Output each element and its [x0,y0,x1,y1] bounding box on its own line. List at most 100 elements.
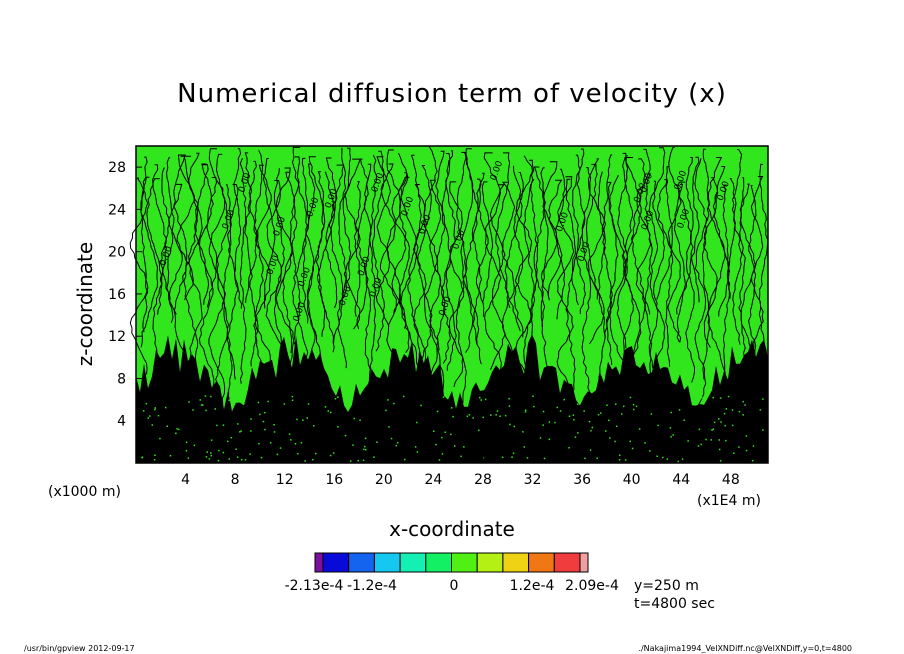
speckle-61 [350,460,352,462]
speckle-15 [390,437,393,440]
speckle-14 [577,432,579,434]
contour-line-65 [471,178,483,365]
speckle-134 [244,459,247,461]
speckle-199 [210,454,212,457]
speckle-192 [666,458,668,460]
speckle-79 [605,430,607,432]
speckle-117 [291,399,294,401]
speckle-35 [395,444,397,447]
speckle-63 [718,418,720,420]
contour-line-80 [547,179,563,301]
speckle-211 [420,404,422,407]
contour-line-42 [353,181,361,317]
speckle-25 [705,438,707,441]
speckle-239 [490,414,492,416]
speckle-221 [334,398,337,400]
contour-line-81 [554,168,566,320]
speckle-234 [638,428,641,430]
colorbar-segment-8 [502,552,530,573]
speckle-248 [442,396,445,398]
contour-line-20 [239,158,247,384]
speckle-148 [681,458,684,460]
colorbar-segment-6 [451,552,478,573]
colorbar-segment-4 [399,552,427,573]
contour-line-25 [262,158,276,309]
plot-area: 0.000.000.000.000.000.000.000.000.000.00… [129,145,769,464]
contour-line-4 [152,178,168,364]
speckle-172 [288,433,291,435]
speckle-67 [694,399,697,401]
contour-line-73 [513,172,524,338]
speckle-27 [478,429,480,432]
contour-line-1 [140,156,149,333]
contour-line-96 [630,158,646,355]
contour-line-45 [369,155,377,421]
speckle-189 [542,424,544,426]
speckle-223 [629,440,631,443]
speckle-214 [499,415,501,417]
contour-line-47 [375,156,392,327]
speckle-16 [273,431,276,433]
speckle-51 [385,409,387,412]
speckle-1 [239,431,241,433]
speckle-142 [359,419,361,421]
contour-line-13 [198,163,215,405]
speckle-18 [713,421,716,424]
x-tick-label-9: 40 [623,472,641,488]
colorbar-labels: -2.13e-4 -1.2e-4 0 1.2e-4 2.09e-4 [285,578,619,594]
speckle-121 [670,411,672,414]
speckle-54 [435,443,437,446]
speckle-60 [472,417,474,419]
speckle-246 [559,410,562,412]
colorbar-segment-2 [348,552,375,573]
speckle-106 [187,457,190,459]
speckle-126 [701,396,703,399]
contour-line-101 [656,179,673,300]
speckle-186 [352,444,354,446]
colorbar-label-0: -2.13e-4 [285,578,344,594]
speckle-155 [523,446,526,448]
speckle-86 [291,395,294,398]
contour-line-62 [455,151,467,433]
contour-line-15 [208,148,226,409]
footer-left: /usr/bin/gpview 2012-09-17 [24,644,135,653]
speckle-198 [678,409,681,411]
speckle-19 [548,421,551,423]
speckle-116 [662,456,664,459]
speckle-12 [484,398,487,401]
contour-line-75 [523,159,535,426]
colorbar [314,552,589,573]
speckle-44 [751,460,754,462]
speckle-144 [635,405,638,408]
speckle-53 [364,445,366,448]
speckle-203 [677,460,679,463]
contour-line-69 [489,184,506,370]
speckle-107 [165,406,167,409]
speckle-91 [504,414,507,417]
contour-line-2 [140,176,159,348]
x-tick-label-7: 32 [524,472,542,488]
annotation-t: t=4800 sec [634,596,715,612]
speckle-209 [712,396,714,399]
speckle-190 [304,460,306,462]
speckle-161 [210,395,212,398]
speckle-154 [466,415,469,418]
speckle-38 [733,452,735,454]
speckle-184 [249,453,251,455]
contour-line-113 [722,184,731,411]
speckle-226 [185,441,188,443]
contour-line-30 [289,156,301,433]
speckle-40 [337,396,339,398]
speckle-9 [574,436,577,438]
speckle-252 [236,456,239,458]
speckle-45 [718,448,721,451]
y-tick-label-4: 20 [108,245,126,261]
speckle-118 [205,409,207,412]
colorbar-segment-7 [476,552,504,573]
x-tick-label-2: 12 [276,472,294,488]
speckle-88 [416,451,419,453]
y-tick-label-3: 16 [108,287,126,303]
speckle-95 [615,403,617,405]
contour-line-9 [176,154,196,301]
speckle-147 [259,413,261,416]
